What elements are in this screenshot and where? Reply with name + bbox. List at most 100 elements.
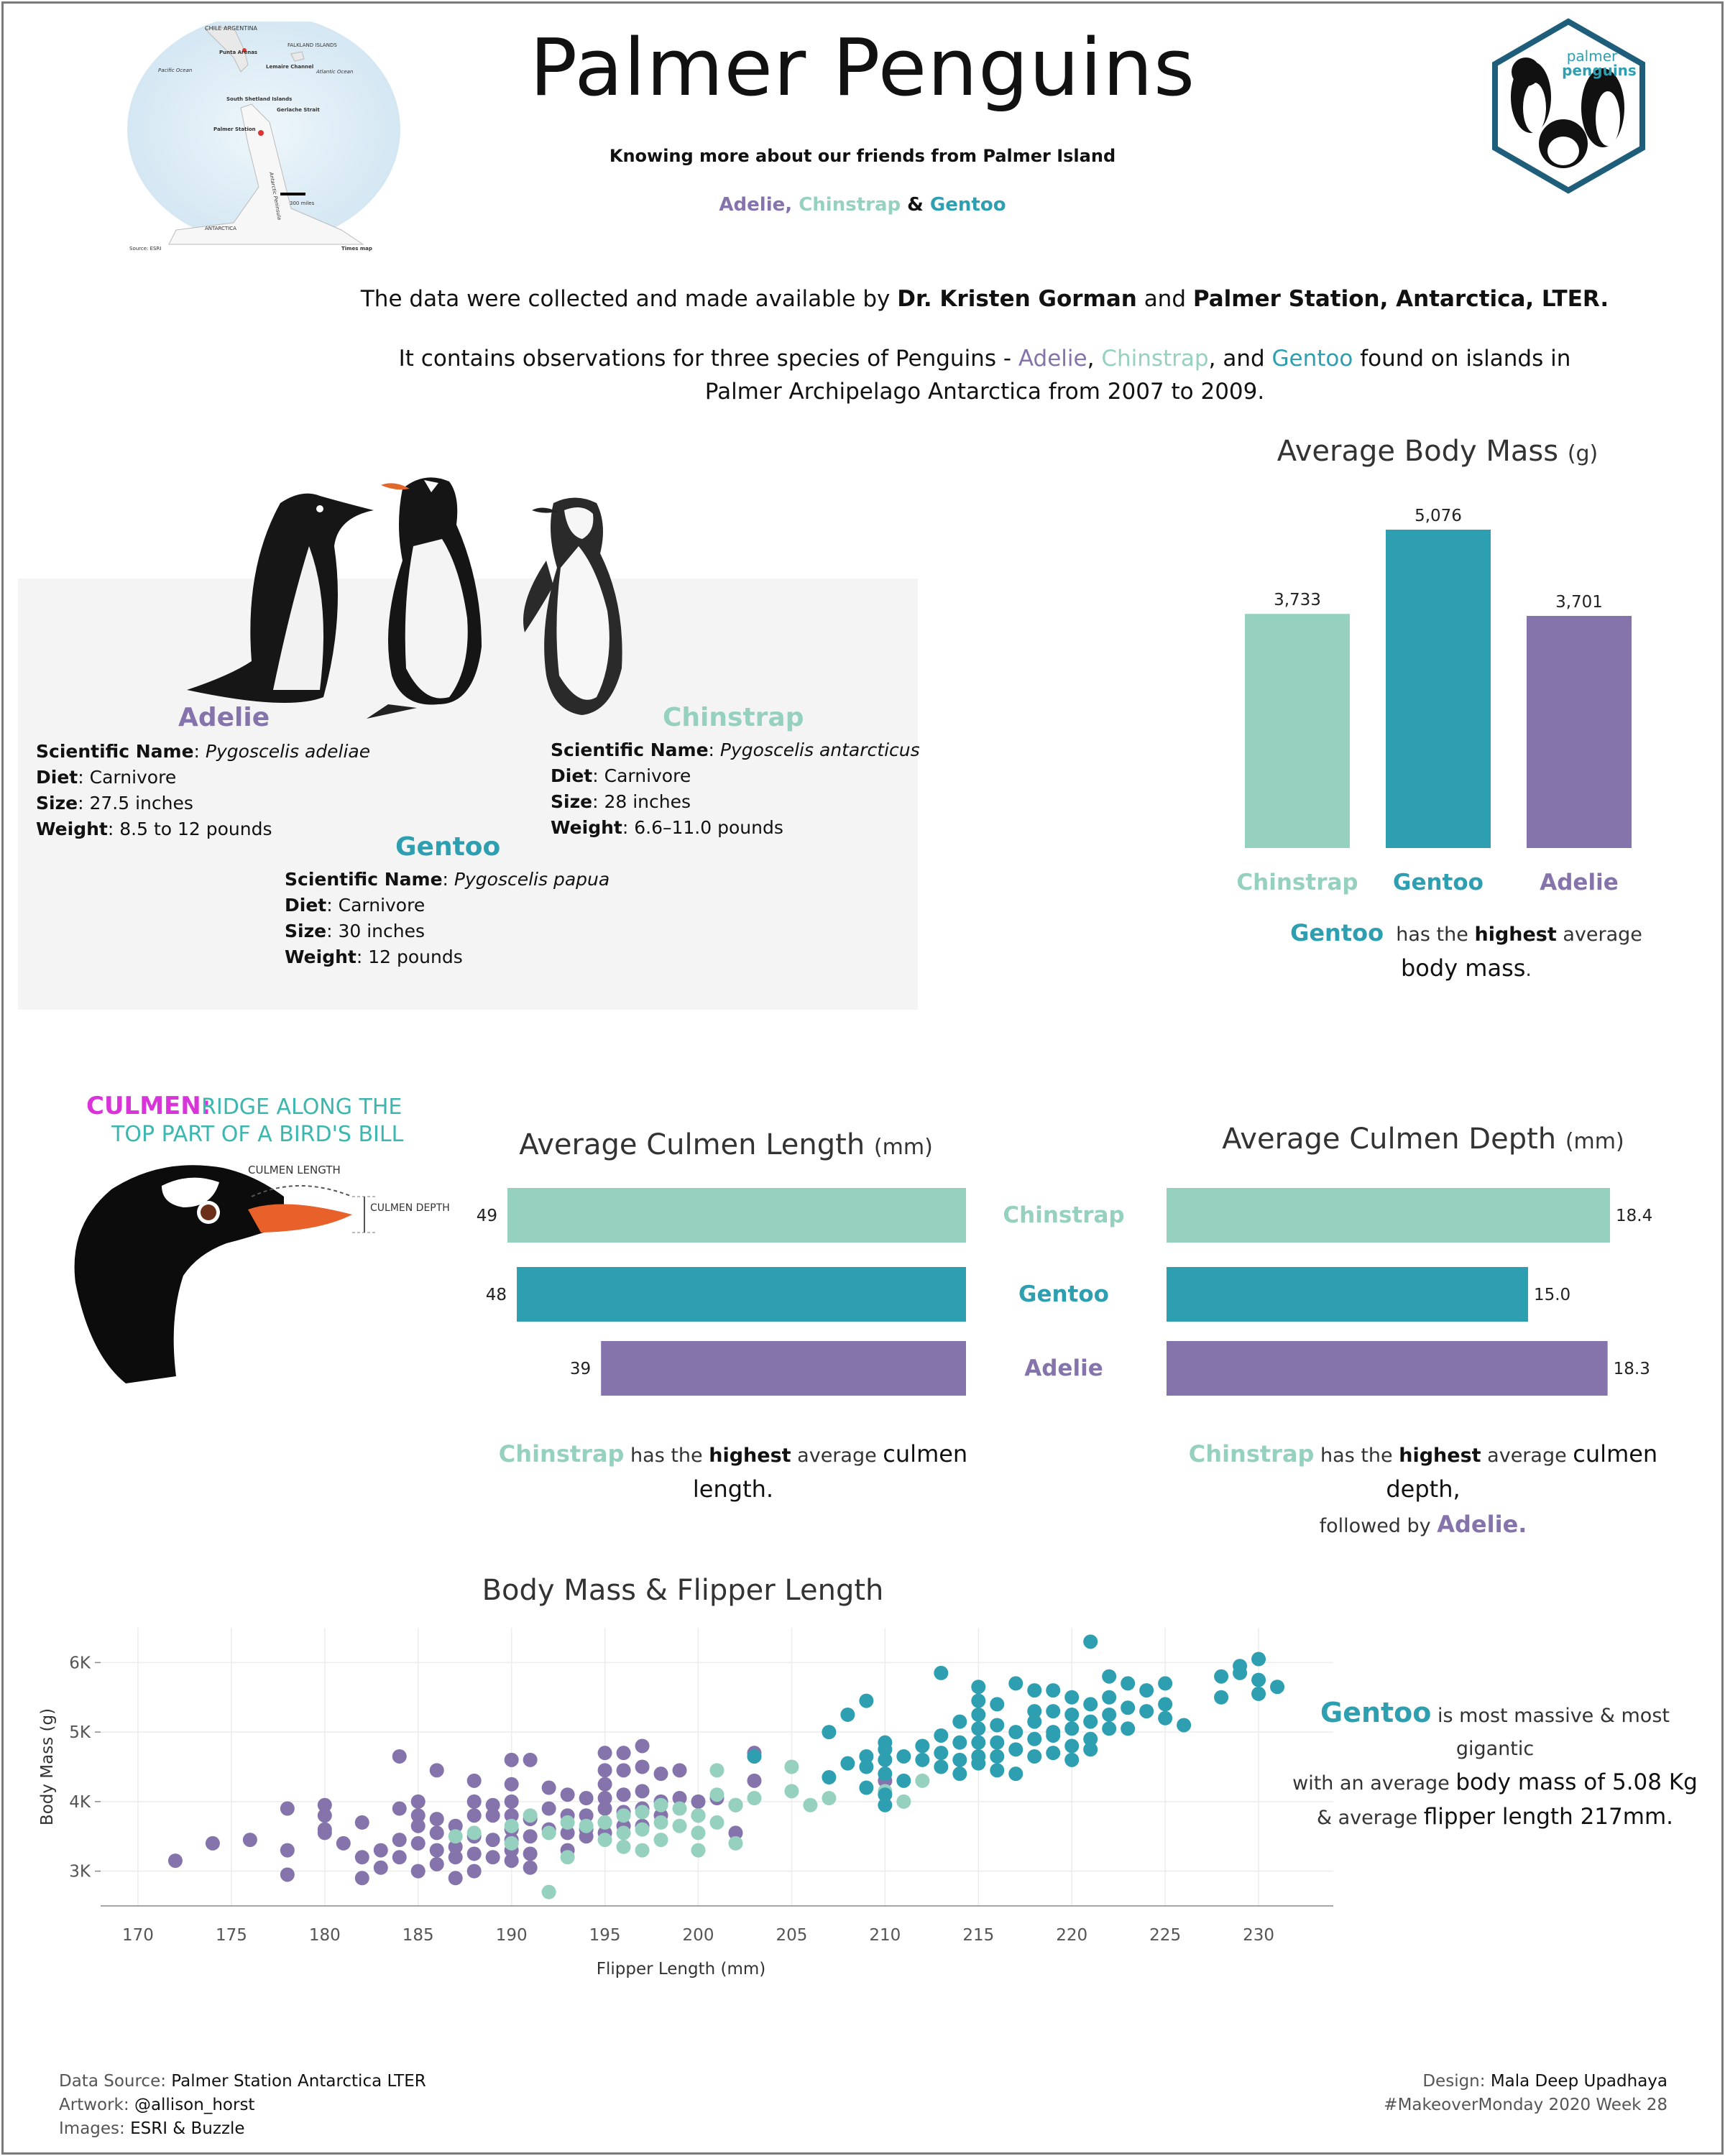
point-adelie bbox=[523, 1829, 538, 1844]
culmen-depth-chart-title: Average Culmen Depth (mm) bbox=[1179, 1123, 1668, 1156]
point-adelie bbox=[336, 1835, 351, 1851]
point-gentoo bbox=[1027, 1714, 1042, 1729]
category-label: Adelie bbox=[1540, 870, 1618, 895]
point-adelie bbox=[205, 1835, 220, 1851]
point-chinstrap bbox=[541, 1825, 556, 1841]
point-gentoo bbox=[1083, 1731, 1098, 1746]
point-adelie bbox=[579, 1791, 594, 1806]
intro-text: The data were collected and made availab… bbox=[360, 286, 891, 312]
point-gentoo bbox=[1102, 1690, 1117, 1705]
note-text: average bbox=[797, 1445, 877, 1467]
culmen-depth-note: Chinstrap has the highest average culmen… bbox=[1150, 1437, 1696, 1543]
point-gentoo bbox=[915, 1738, 930, 1754]
footer-label: Images: bbox=[59, 2119, 125, 2138]
legend-adelie: Adelie bbox=[719, 194, 786, 216]
note-metric: body mass bbox=[1400, 954, 1526, 982]
card-chinstrap-info: Scientific Name: Pygoscelis antarcticus … bbox=[551, 740, 920, 838]
data-label: 49 bbox=[477, 1207, 497, 1225]
point-gentoo bbox=[1083, 1697, 1098, 1712]
point-chinstrap bbox=[504, 1835, 519, 1851]
point-gentoo bbox=[1064, 1707, 1080, 1722]
footer-design: Design: Mala Deep Upadhaya #MakeoverMond… bbox=[1279, 2070, 1668, 2117]
y-tick-label: 6K bbox=[69, 1654, 91, 1672]
point-adelie bbox=[317, 1808, 332, 1823]
point-chinstrap bbox=[448, 1829, 463, 1844]
point-gentoo bbox=[1083, 1742, 1098, 1757]
point-adelie bbox=[354, 1815, 369, 1830]
intro-text: found on islands in bbox=[1360, 346, 1571, 372]
point-gentoo bbox=[934, 1728, 949, 1743]
point-adelie bbox=[616, 1746, 631, 1761]
x-tick-label: 185 bbox=[402, 1926, 434, 1945]
note-text: & average bbox=[1316, 1807, 1418, 1829]
point-gentoo bbox=[971, 1707, 986, 1722]
point-adelie bbox=[597, 1746, 612, 1761]
point-gentoo bbox=[990, 1735, 1005, 1750]
point-gentoo bbox=[934, 1665, 949, 1680]
category-label: Chinstrap bbox=[1236, 870, 1358, 895]
intro-line-2: It contains observations for three speci… bbox=[398, 346, 1571, 405]
scatter-chart-title: Body Mass & Flipper Length bbox=[482, 1574, 884, 1607]
point-adelie bbox=[504, 1853, 519, 1869]
point-gentoo bbox=[1046, 1704, 1061, 1719]
point-adelie bbox=[448, 1839, 463, 1854]
point-adelie bbox=[485, 1808, 500, 1823]
point-chinstrap bbox=[691, 1808, 706, 1823]
footer-label: Data Source: bbox=[59, 2072, 166, 2091]
logo-text: palmer bbox=[1567, 47, 1618, 65]
map-label: Pacific Ocean bbox=[158, 68, 192, 73]
point-chinstrap bbox=[691, 1825, 706, 1841]
point-adelie bbox=[485, 1833, 500, 1848]
note-highlight: highest bbox=[1399, 1445, 1481, 1467]
point-gentoo bbox=[971, 1735, 986, 1750]
bar-chinstrap bbox=[1245, 614, 1350, 848]
point-chinstrap bbox=[653, 1833, 668, 1848]
point-gentoo bbox=[1064, 1721, 1080, 1736]
point-adelie bbox=[747, 1773, 762, 1788]
penguin-head-icon bbox=[74, 1165, 352, 1383]
point-chinstrap bbox=[822, 1791, 837, 1806]
point-adelie bbox=[448, 1850, 463, 1865]
point-gentoo bbox=[971, 1693, 986, 1708]
point-adelie bbox=[560, 1825, 575, 1841]
data-label: 39 bbox=[570, 1360, 591, 1378]
point-gentoo bbox=[1027, 1749, 1042, 1764]
point-chinstrap bbox=[504, 1818, 519, 1833]
title-text: Average Body Mass bbox=[1276, 435, 1559, 468]
x-tick-label: 210 bbox=[869, 1926, 901, 1945]
point-gentoo bbox=[1233, 1665, 1248, 1680]
point-gentoo bbox=[822, 1725, 837, 1740]
footer-hashtag: #MakeoverMonday 2020 Week 28 bbox=[1384, 2096, 1668, 2114]
note-species: Gentoo bbox=[1290, 919, 1384, 946]
point-adelie bbox=[597, 1777, 612, 1792]
value: Carnivore bbox=[89, 767, 177, 788]
point-chinstrap bbox=[597, 1815, 612, 1830]
point-gentoo bbox=[952, 1714, 967, 1729]
label: Weight bbox=[36, 819, 108, 839]
intro-adelie: Adelie bbox=[1018, 346, 1087, 372]
map-label: Palmer Station bbox=[213, 126, 256, 132]
category-label: Gentoo bbox=[1018, 1281, 1109, 1307]
point-gentoo bbox=[878, 1787, 893, 1802]
map-label: Lemaire Channel bbox=[266, 64, 313, 70]
value: 30 inches bbox=[338, 921, 426, 941]
point-gentoo bbox=[1008, 1676, 1024, 1691]
point-gentoo bbox=[1158, 1710, 1173, 1726]
point-adelie bbox=[242, 1833, 257, 1848]
point-adelie bbox=[485, 1850, 500, 1865]
point-adelie bbox=[504, 1777, 519, 1792]
point-adelie bbox=[541, 1801, 556, 1816]
point-gentoo bbox=[915, 1752, 930, 1767]
note-text: . bbox=[1525, 959, 1532, 981]
adelie-penguin-icon bbox=[187, 493, 374, 703]
point-adelie bbox=[392, 1850, 407, 1865]
intro-text: Palmer Archipelago Antarctica from 2007 … bbox=[704, 379, 1265, 405]
legend-gentoo: Gentoo bbox=[929, 194, 1006, 216]
point-adelie bbox=[410, 1864, 426, 1879]
species-legend: Adelie, Chinstrap & Gentoo bbox=[0, 194, 1725, 216]
intro-gentoo: Gentoo bbox=[1271, 346, 1353, 372]
intro-text: and bbox=[1144, 286, 1187, 312]
card-adelie-name: Adelie bbox=[178, 703, 270, 732]
x-tick-label: 205 bbox=[776, 1926, 807, 1945]
point-chinstrap bbox=[560, 1815, 575, 1830]
